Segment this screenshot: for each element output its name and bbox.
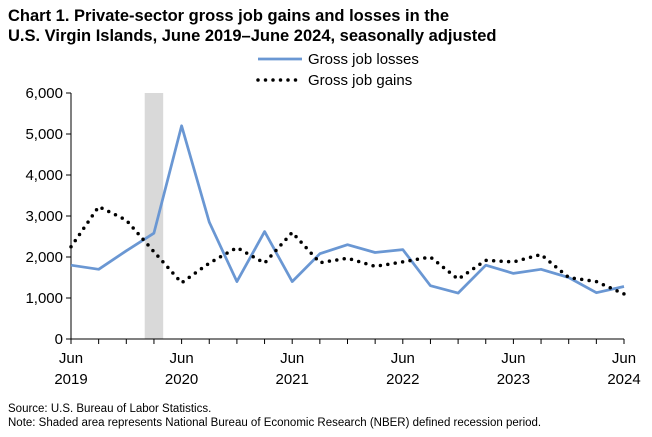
x-tick-label-year: 2021: [276, 371, 309, 388]
x-tick-label-month: Jun: [59, 350, 83, 367]
x-tick-label-year: 2022: [386, 371, 419, 388]
y-tick-label: 2,000: [25, 249, 63, 266]
y-tick-label: 5,000: [25, 126, 63, 143]
y-tick-label: 1,000: [25, 290, 63, 307]
source-note: Source: U.S. Bureau of Labor Statistics.: [8, 403, 212, 415]
line-chart: 0 1,000 2,000 3,000 4,000 5,000 6,000 Jun 2019 Ju…: [25, 51, 640, 388]
legend-label-losses: Gross job losses: [308, 51, 419, 68]
recession-note: Note: Shaded area represents National Bu…: [8, 417, 542, 429]
y-tick-label: 3,000: [25, 208, 63, 225]
x-tick-label-month: Jun: [170, 350, 194, 367]
chart-title-line-2: U.S. Virgin Islands, June 2019–June 2024…: [8, 27, 497, 45]
chart-title-line-1: Chart 1. Private-sector gross job gains …: [8, 7, 450, 25]
y-tick-label: 4,000: [25, 167, 63, 184]
legend-label-gains: Gross job gains: [308, 72, 412, 89]
y-tick-label: 6,000: [25, 85, 63, 102]
x-tick-label-year: 2020: [165, 371, 198, 388]
x-tick-label-month: Jun: [280, 350, 304, 367]
x-tick-label-month: Jun: [612, 350, 636, 367]
x-tick-label-month: Jun: [391, 350, 415, 367]
chart-footer: Source: U.S. Bureau of Labor Statistics.…: [8, 402, 541, 430]
y-tick-label: 0: [55, 331, 63, 348]
x-tick-label-year: 2024: [607, 371, 640, 388]
x-tick-label-year: 2023: [497, 371, 530, 388]
x-tick-label-year: 2019: [54, 371, 87, 388]
chart-title: Chart 1. Private-sector gross job gains …: [8, 6, 638, 46]
x-tick-label-month: Jun: [501, 350, 525, 367]
recession-shading: [144, 93, 164, 339]
series-line-losses: [70, 124, 625, 295]
series-line-gains: [69, 204, 626, 296]
